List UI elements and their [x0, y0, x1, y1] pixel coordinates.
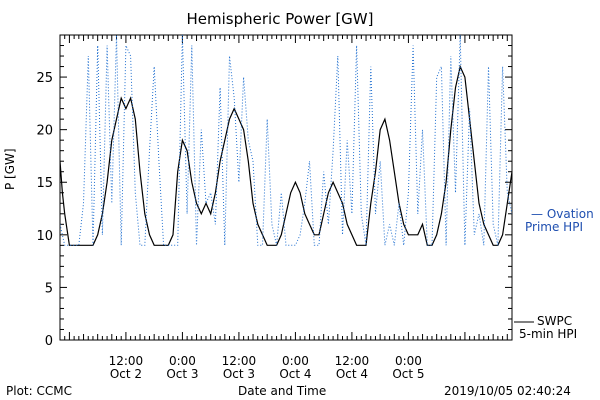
x-tick-label-date: Oct 5	[392, 367, 424, 381]
x-tick-label-date: Oct 2	[110, 367, 142, 381]
x-tick-label-date: Oct 3	[223, 367, 255, 381]
plot-timestamp: 2019/10/05 02:40:24	[444, 384, 571, 398]
x-tick-label-time: 12:00	[109, 354, 144, 368]
x-tick-label-time: 0:00	[169, 354, 196, 368]
y-tick-label: 15	[36, 176, 53, 191]
x-tick-label-time: 12:00	[335, 354, 370, 368]
y-tick-label: 0	[45, 334, 53, 349]
series-group	[60, 35, 512, 246]
legend-ovation-line1: — Ovation	[531, 207, 594, 221]
y-tick-label: 25	[36, 71, 53, 86]
y-tick-label: 10	[36, 229, 53, 244]
x-tick-label-time: 0:00	[282, 354, 309, 368]
y-tick-label: 5	[45, 281, 53, 296]
chart-title: Hemispheric Power [GW]	[186, 10, 374, 28]
series-ovation-line	[60, 35, 512, 246]
plot-credit: Plot: CCMC	[6, 384, 72, 398]
legend-ovation-line2: Prime HPI	[525, 220, 583, 234]
x-tick-label-time: 12:00	[222, 354, 257, 368]
y-tick-label: 20	[36, 124, 53, 139]
x-tick-label-time: 0:00	[395, 354, 422, 368]
x-tick-label-date: Oct 4	[279, 367, 311, 381]
x-axis-label: Date and Time	[238, 384, 327, 398]
x-tick-label-date: Oct 4	[336, 367, 368, 381]
legend-swpc-line1: SWPC	[537, 314, 573, 328]
plot-frame	[59, 34, 513, 341]
legend-swpc-line2: 5-min HPI	[519, 327, 578, 341]
x-tick-label-date: Oct 3	[166, 367, 198, 381]
